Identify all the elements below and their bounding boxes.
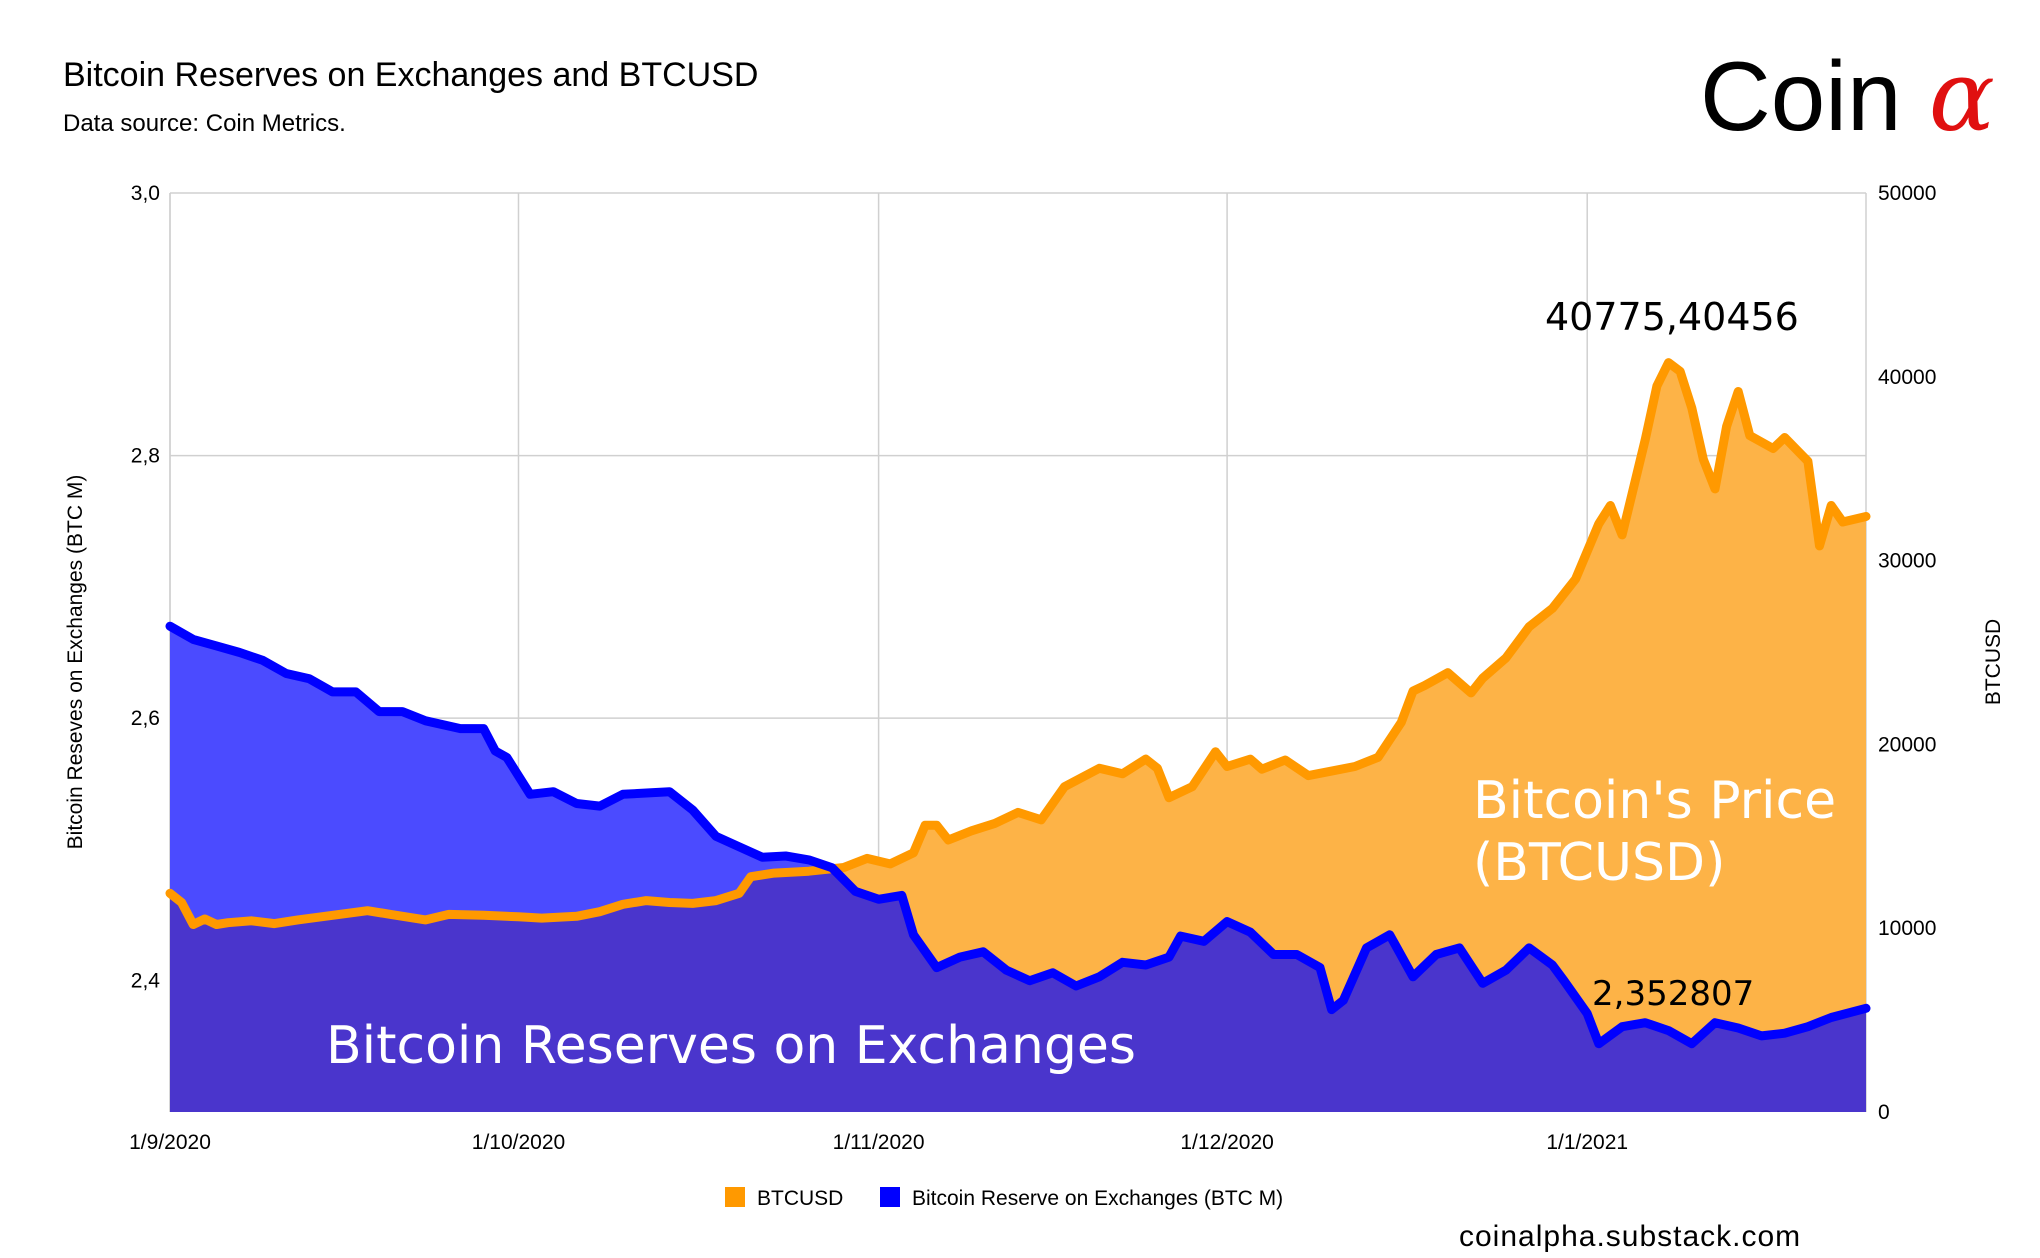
x-tick-label: 1/9/2020: [129, 1131, 211, 1154]
y-right-tick-label: 20000: [1878, 733, 1936, 756]
y-right-tick-label: 0: [1878, 1101, 1890, 1124]
legend: BTCUSD Bitcoin Reserve on Exchanges (BTC…: [725, 1187, 1283, 1210]
x-tick-label: 1/10/2020: [472, 1131, 565, 1154]
y-left-tick-label: 2,4: [131, 970, 161, 993]
reserve-line: [165, 621, 1871, 1049]
y-right-tick-label: 10000: [1878, 917, 1936, 940]
peak-annotation: 40775,40456: [1545, 295, 1799, 339]
legend-label-btcusd: BTCUSD: [757, 1187, 843, 1210]
brand-logo: Coin α: [1700, 40, 1995, 154]
price-area-label-line2: (BTCUSD): [1473, 833, 1725, 893]
y-right-tick-label: 50000: [1878, 182, 1936, 205]
x-tick-label: 1/1/2021: [1546, 1131, 1628, 1154]
alpha-symbol-icon: α: [1928, 40, 1995, 154]
footer-url: coinalpha.substack.com: [1459, 1220, 1802, 1253]
y-left-tick-label: 2,6: [131, 707, 160, 730]
chart-subtitle: Data source: Coin Metrics.: [63, 110, 346, 137]
y-left-tick-label: 2,8: [131, 445, 160, 468]
legend-swatch-btcusd: [725, 1187, 745, 1207]
x-tick-label: 1/11/2020: [833, 1131, 925, 1154]
y-right-tick-label: 30000: [1878, 550, 1936, 573]
chart-areas: [170, 362, 1866, 1113]
reserve-area-label: Bitcoin Reserves on Exchanges: [326, 1016, 1136, 1076]
y-right-tick-label: 40000: [1878, 366, 1936, 389]
reserve-price-overlap-area: [170, 626, 1866, 1112]
brand-text: Coin: [1700, 41, 1902, 151]
chart-lines: [165, 358, 1871, 1049]
x-tick-label: 1/12/2020: [1180, 1131, 1273, 1154]
y-right-axis-title: BTCUSD: [1982, 619, 2005, 705]
chart-title: Bitcoin Reserves on Exchanges and BTCUSD: [63, 56, 759, 94]
legend-swatch-reserve: [880, 1187, 900, 1207]
btcusd-line: [165, 358, 1871, 929]
axis-ticks: 2,4 2,6 2,8 3,0 0 10000 20000 30000 40000 50000 1/…: [129, 182, 1936, 1154]
last-reserve-annotation: 2,352807: [1592, 974, 1754, 1014]
price-area-label-line1: Bitcoin's Price: [1473, 771, 1836, 831]
legend-label-reserve: Bitcoin Reserve on Exchanges (BTC M): [912, 1187, 1283, 1210]
y-left-axis-title: Bitcoin Reseves on Exchanges (BTC M): [64, 475, 87, 850]
y-left-tick-label: 3,0: [131, 182, 160, 205]
